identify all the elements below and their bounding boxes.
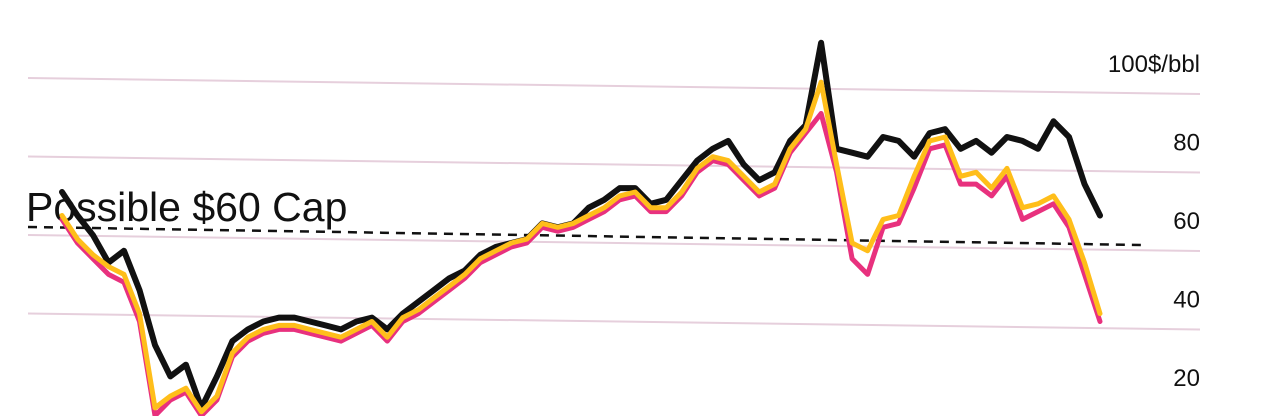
series-line-2 bbox=[59, 79, 1103, 415]
y-tick-label-80: 80 bbox=[1173, 130, 1200, 157]
gridline-80 bbox=[27, 155, 1201, 174]
y-tick-label-100: 100$/bbl bbox=[1108, 51, 1200, 78]
series-line-0 bbox=[59, 39, 1103, 411]
gridline-60 bbox=[27, 234, 1201, 252]
y-tick-label-20: 20 bbox=[1173, 365, 1200, 392]
gridlines bbox=[27, 77, 1201, 331]
y-axis-ticks: 20 40 60 80 100$/bbl bbox=[1108, 51, 1200, 392]
gridline-100 bbox=[27, 77, 1201, 95]
y-tick-label-40: 40 bbox=[1173, 287, 1200, 314]
y-tick-label-60: 60 bbox=[1173, 208, 1200, 235]
series-lines bbox=[59, 39, 1103, 416]
cap-dashed-line bbox=[27, 225, 1143, 247]
gridline-40 bbox=[27, 312, 1201, 331]
series-line-1 bbox=[59, 111, 1103, 416]
